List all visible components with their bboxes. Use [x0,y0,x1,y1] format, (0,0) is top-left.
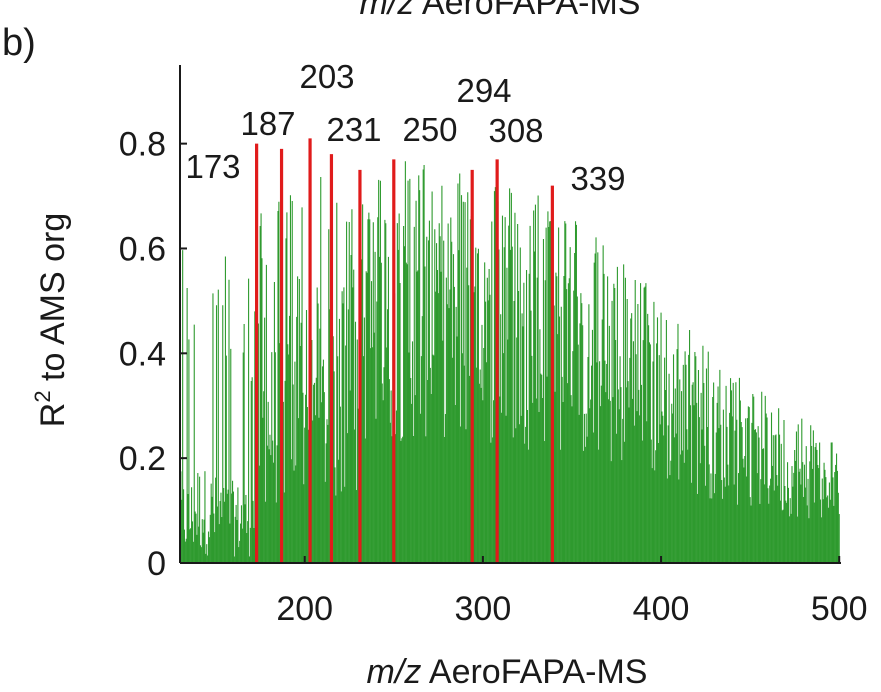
peak-label-231: 231 [326,111,381,148]
bars-layer [179,161,840,563]
y-ticks: 0 0.2 0.4 0.6 0.8 [119,126,187,583]
y-tick-label: 0.8 [119,126,166,164]
highlighted-peaks-layer [255,138,554,563]
peak-label-250: 250 [402,111,457,148]
x-tick-label: 500 [811,590,868,628]
top-title-cut: m/z AeroFAPA-MS [360,0,641,22]
y-axis-title: R2 to AMS org [30,213,72,427]
x-tick-label: 300 [455,590,512,628]
y-tick-label: 0.6 [119,230,166,268]
peak-label-173: 173 [185,148,240,185]
x-ticks: 200 300 400 500 [276,556,868,628]
x-axis-title: m/z AeroFAPA-MS [367,653,648,691]
y-tick-label: 0 [147,545,166,583]
y-tick-label: 0.4 [119,335,166,373]
peak-label-339: 339 [570,160,625,197]
peak-label-203: 203 [299,58,354,95]
panel-label: b) [2,22,36,64]
x-tick-label: 400 [633,590,690,628]
peak-label-187: 187 [240,105,295,142]
peak-label-294: 294 [456,72,511,109]
peak-label-308: 308 [488,112,543,149]
y-tick-label: 0.2 [119,440,166,478]
x-tick-label: 200 [276,590,333,628]
